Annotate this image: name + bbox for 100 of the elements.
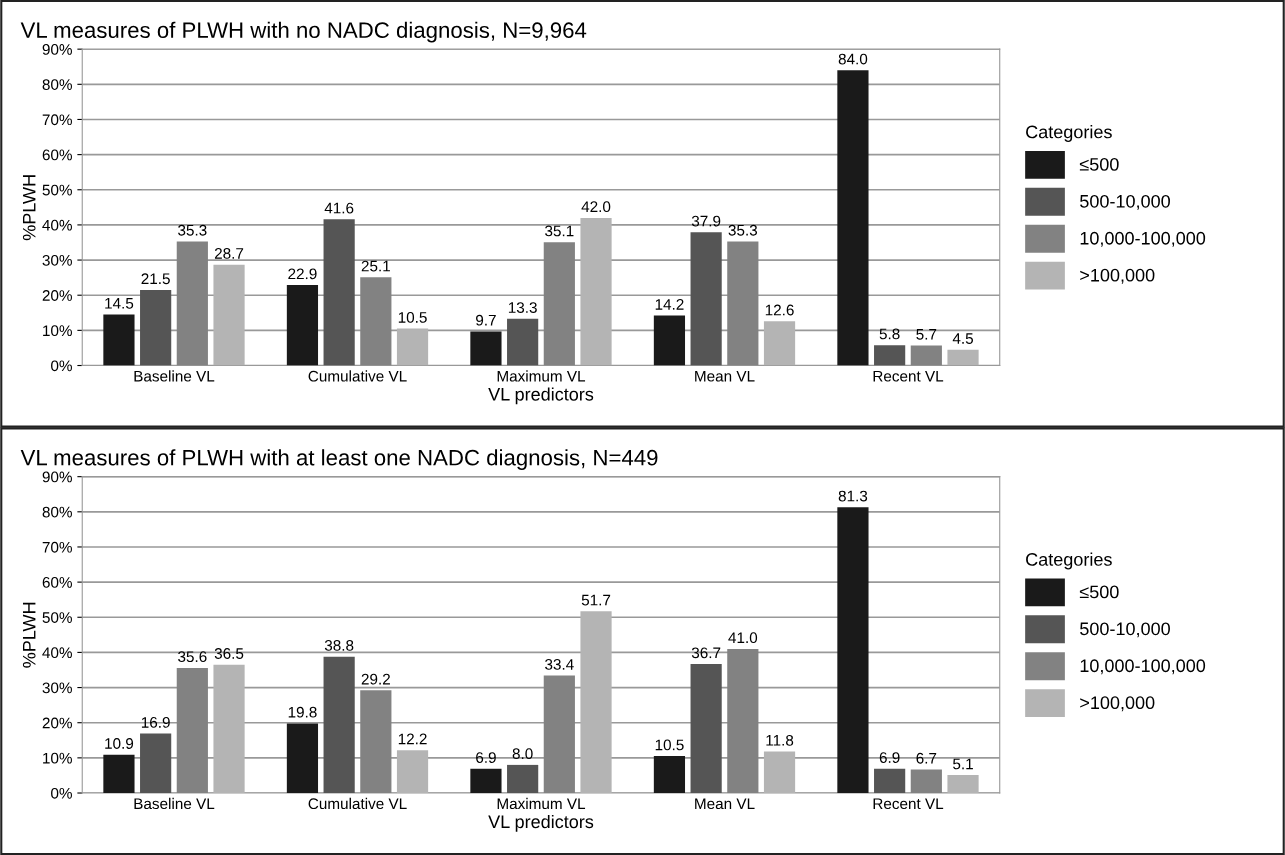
bar [727,241,759,366]
data-label: 6.9 [879,752,900,763]
chart-title: VL measures of PLWH with at least one NADC diagnosis, N=449 [20,449,658,470]
bar [103,754,135,794]
bar [727,648,759,794]
data-label: 6.9 [476,752,496,763]
data-label: 8.0 [512,748,533,760]
x-axis-title: VL predictors [488,814,594,832]
data-label: 14.5 [105,298,134,309]
y-tick-label: 10% [43,752,72,764]
data-label: 42.0 [581,201,611,213]
data-label: 36.7 [691,647,721,659]
x-tick-label: Cumulative VL [308,370,407,382]
bar [360,690,392,794]
y-tick-label: 0% [51,787,72,799]
y-tick-label: 20% [42,290,72,301]
data-label: 41.6 [324,202,354,214]
data-label: 38.8 [324,640,354,651]
data-label: 10.5 [655,739,684,751]
data-label: 35.6 [178,651,207,663]
legend-label: ≤500 [1079,158,1119,171]
data-label: 37.9 [691,215,721,227]
y-tick-label: 90% [42,44,72,55]
data-label: 35.1 [545,225,574,237]
x-tick-label: Maximum VL [497,370,586,382]
x-tick-label: Cumulative VL [308,797,407,810]
data-label: 36.5 [214,648,244,659]
bar [396,750,429,794]
bar [543,242,575,366]
y-tick-label: 80% [42,79,72,90]
y-tick-label: 50% [42,184,72,196]
bar [323,219,355,366]
x-axis-title: VL predictors [488,387,594,405]
bar [176,667,208,794]
bar [874,345,906,366]
y-axis-title: %PLWH [22,175,36,241]
y-tick-label: 90% [42,471,72,483]
bar [140,733,172,794]
y-tick-label: 40% [42,647,72,659]
data-label: 5.1 [953,758,973,770]
data-label: 35.3 [178,224,207,236]
data-label: 19.8 [288,706,317,718]
y-tick-label: 20% [42,717,72,729]
legend-title: Categories [1026,125,1112,142]
y-tick-label: 10% [43,325,72,337]
x-tick-label: Mean VL [695,370,755,382]
data-label: 4.5 [952,333,974,344]
legend-label: >100,000 [1080,696,1155,712]
data-label: 28.7 [214,248,244,259]
bar [470,331,502,366]
bar [213,264,245,366]
data-label: 14.2 [655,298,684,310]
x-tick-label: Baseline VL [134,797,215,810]
data-label: 51.7 [581,594,611,606]
data-label: 22.9 [288,268,317,280]
bar [690,232,722,366]
data-label: 33.4 [545,659,574,670]
bar [580,611,612,794]
data-label: 21.5 [141,273,170,285]
legend-label: 10,000-100,000 [1080,231,1206,247]
bar [286,723,319,794]
legend-title: Categories [1026,552,1112,570]
data-label: 12.6 [765,304,794,316]
bar [470,768,502,794]
x-tick-label: Baseline VL [134,370,215,382]
bar [690,664,722,794]
bar [580,217,612,366]
x-tick-label: Mean VL [695,798,755,810]
data-label: 6.7 [916,752,937,764]
data-label: 10.9 [105,738,134,749]
bar [176,241,208,366]
chart-title: VL measures of PLWH with no NADC diagnosis, N=9,964 [20,21,587,43]
bar [837,507,869,794]
legend-label: 500-10,000 [1080,194,1170,210]
bar [910,769,942,794]
data-label: 5.8 [879,328,900,340]
data-label: 35.3 [728,224,758,236]
data-label: 10.5 [398,311,427,323]
bar [837,70,869,366]
bar [653,756,686,794]
y-tick-label: 60% [42,149,72,161]
y-tick-label: 60% [42,576,72,588]
bar [213,664,245,794]
bar [396,328,429,366]
y-tick-label: 30% [42,682,72,694]
y-tick-label: 70% [42,114,72,126]
data-label: 81.3 [838,490,868,502]
y-tick-label: 30% [42,254,72,266]
bar [360,277,392,366]
bar [763,321,796,366]
bar [103,314,135,366]
bar [507,764,539,794]
x-tick-label: Recent VL [873,370,944,382]
y-tick-label: 50% [42,612,72,623]
data-label: 84.0 [838,53,868,65]
data-label: 25.1 [361,260,390,272]
text: ≤500 [1079,585,1119,599]
bar [323,656,355,794]
data-label: 5.7 [916,329,937,340]
x-tick-label: Recent VL [873,798,944,810]
